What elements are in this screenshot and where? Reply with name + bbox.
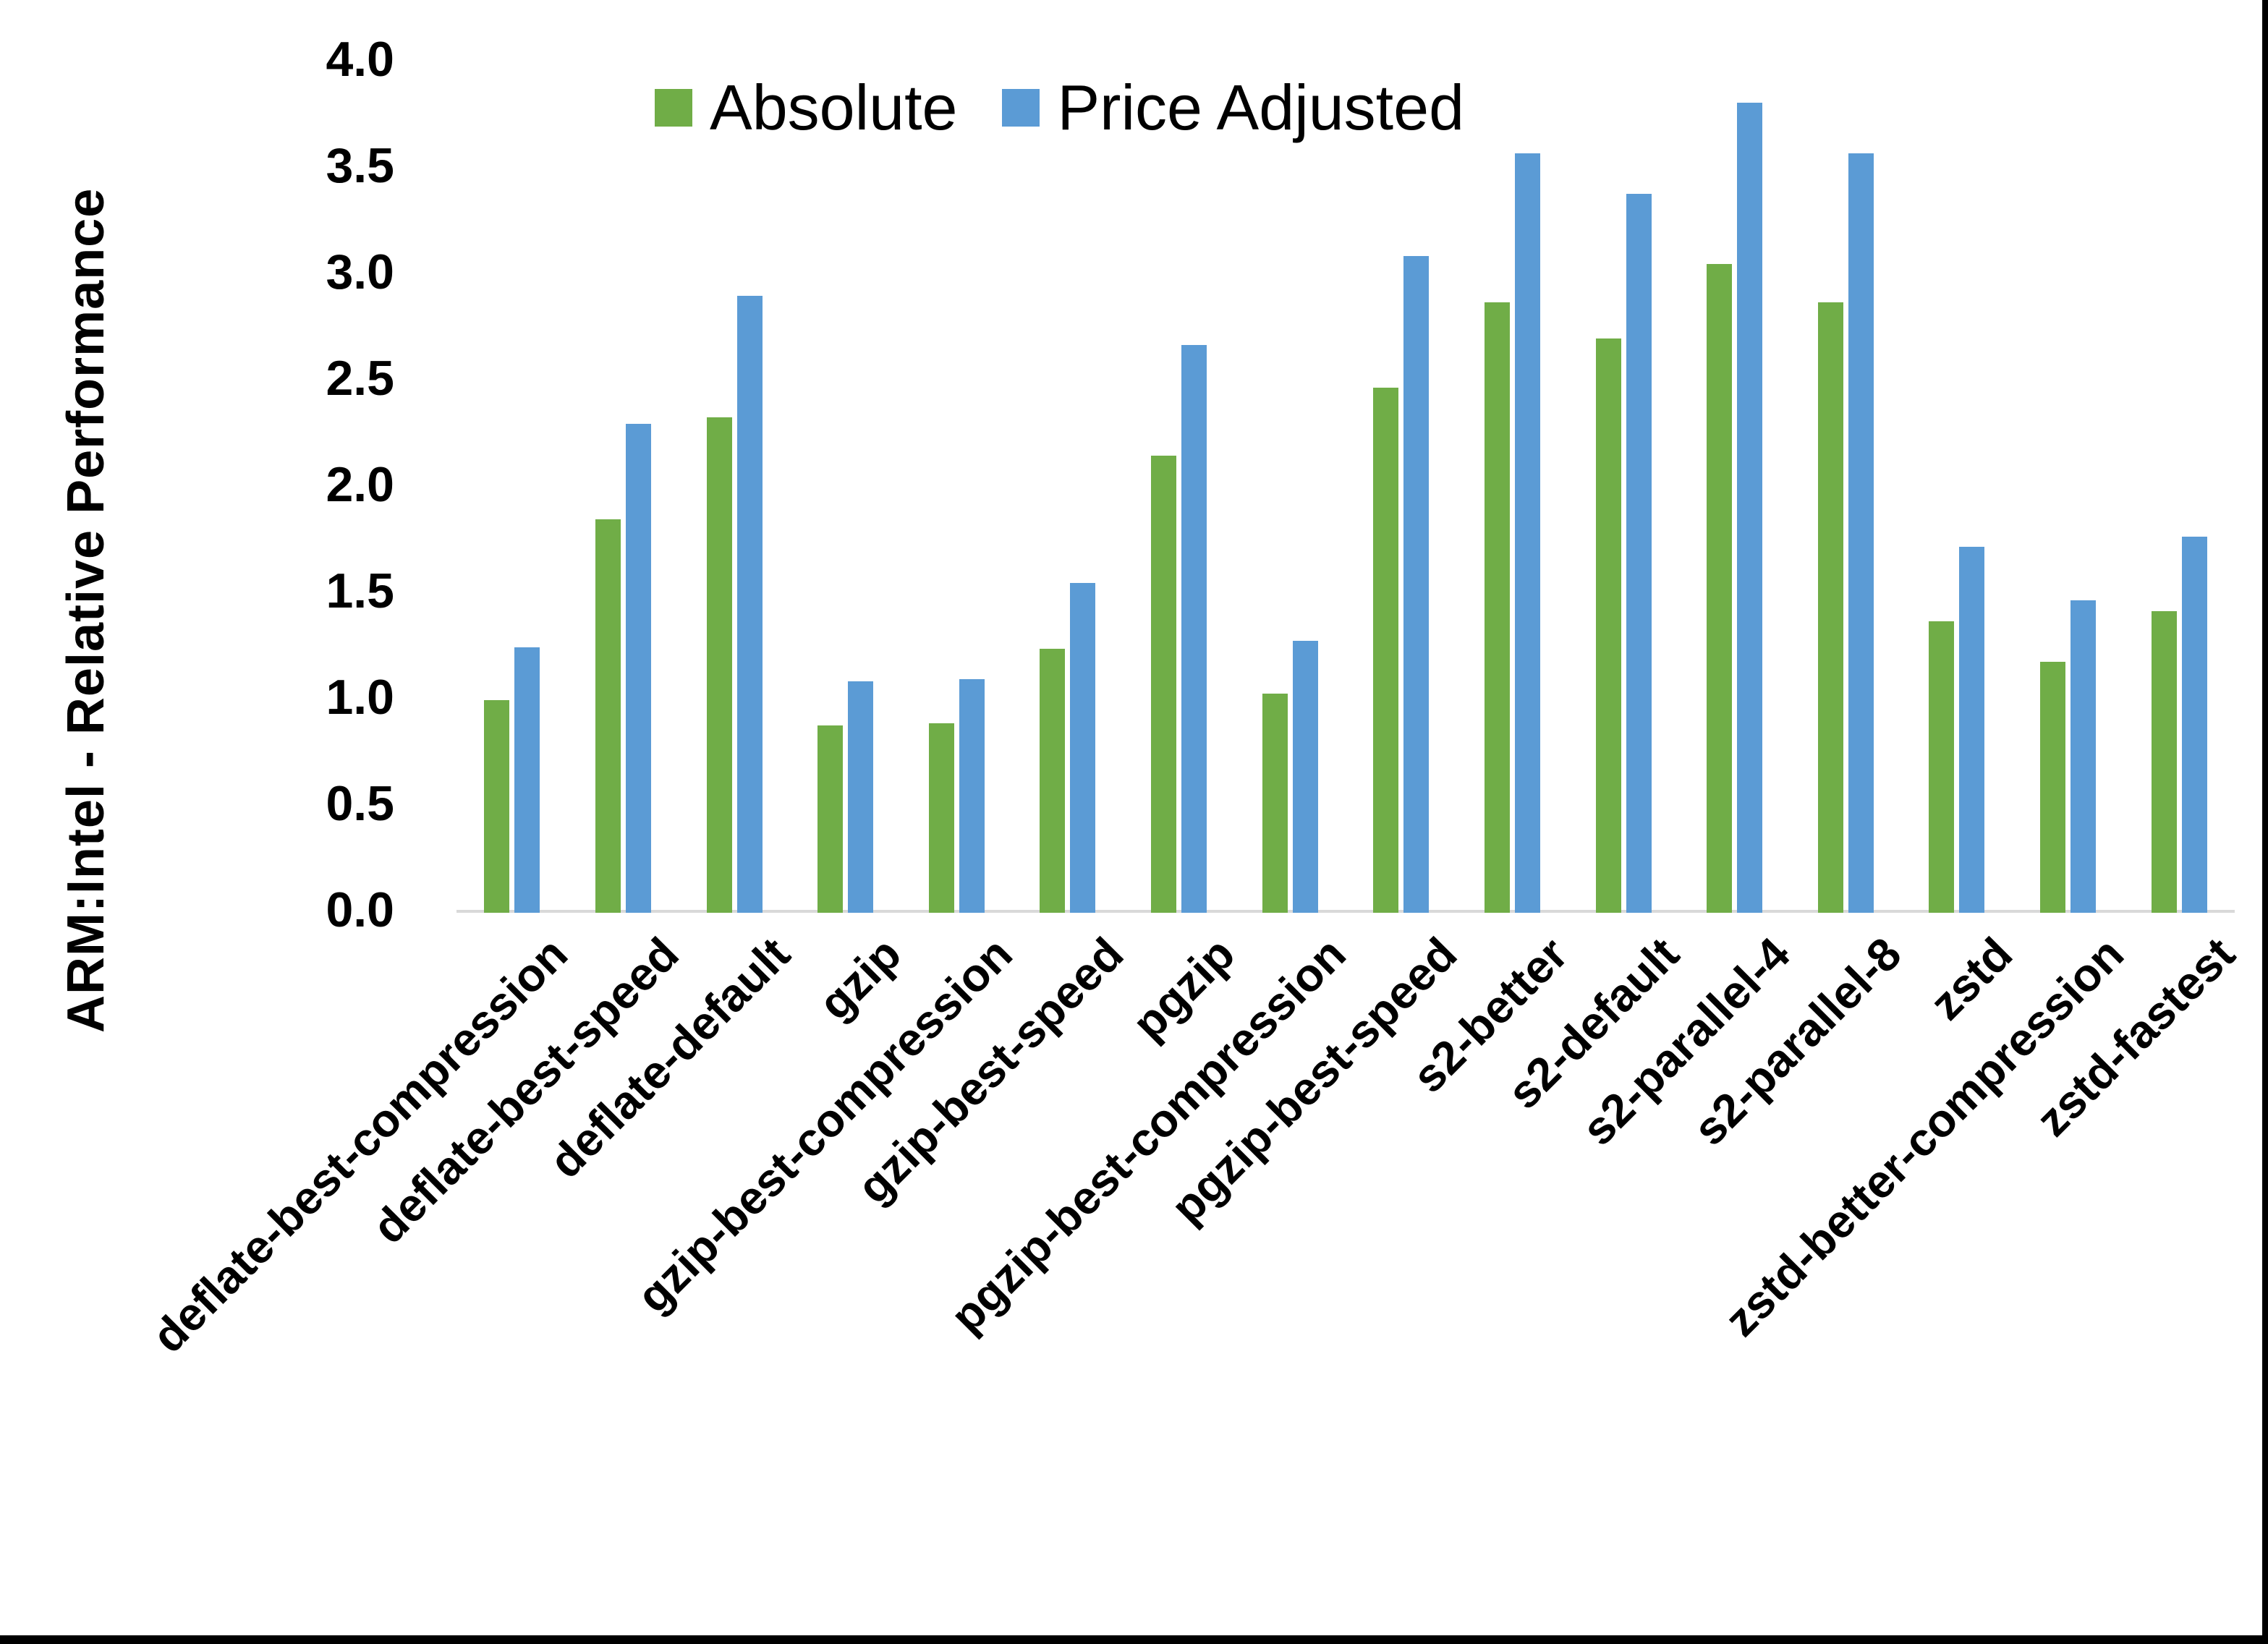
legend-label-absolute: Absolute bbox=[710, 72, 958, 143]
bar-absolute-pgzip bbox=[1151, 455, 1177, 913]
bar-absolute-gzip bbox=[817, 725, 844, 913]
bar-group-pgzip-best-speed bbox=[1346, 62, 1457, 913]
bar-group-deflate-best-speed bbox=[568, 62, 679, 913]
y-tick-label: 1.5 bbox=[326, 563, 394, 618]
bar-price-adjusted-pgzip-best-speed bbox=[1403, 255, 1430, 913]
legend-swatch-price-adjusted-icon bbox=[1002, 89, 1040, 127]
bar-group-s2-parallel-4 bbox=[1679, 62, 1791, 913]
bar-group-gzip-best-speed bbox=[1012, 62, 1124, 913]
bar-absolute-zstd-better-compression bbox=[2040, 662, 2066, 913]
x-category-label-zstd: zstd bbox=[1919, 927, 2023, 1030]
legend-item-absolute: Absolute bbox=[655, 76, 957, 140]
x-category-label-deflate-best-compression: deflate-best-compression bbox=[142, 927, 578, 1363]
bar-price-adjusted-deflate-default bbox=[736, 296, 763, 913]
bar-price-adjusted-gzip-best-speed bbox=[1070, 583, 1096, 913]
bar-group-gzip-best-compression bbox=[901, 62, 1013, 913]
bar-absolute-s2-parallel-4 bbox=[1707, 264, 1733, 913]
bar-group-zstd-fastest bbox=[2123, 62, 2235, 913]
legend-item-price-adjusted: Price Adjusted bbox=[1002, 76, 1464, 140]
bar-absolute-gzip-best-compression bbox=[928, 723, 954, 913]
bar-price-adjusted-deflate-best-speed bbox=[625, 423, 651, 913]
bar-absolute-pgzip-best-compression bbox=[1262, 694, 1288, 913]
bar-price-adjusted-s2-default bbox=[1626, 194, 1652, 913]
y-tick-label: 2.5 bbox=[326, 351, 394, 406]
bar-group-gzip bbox=[790, 62, 901, 913]
y-tick-label: 3.5 bbox=[326, 138, 394, 193]
bar-group-zstd-better-compression bbox=[2013, 62, 2124, 913]
bar-price-adjusted-s2-better bbox=[1514, 153, 1540, 913]
bar-absolute-pgzip-best-speed bbox=[1373, 387, 1399, 913]
bar-group-s2-better bbox=[1457, 62, 1568, 913]
bar-group-s2-parallel-8 bbox=[1791, 62, 1902, 913]
bar-absolute-deflate-best-compression bbox=[484, 700, 510, 913]
x-axis-line bbox=[456, 910, 2235, 913]
bar-price-adjusted-zstd-fastest bbox=[2181, 536, 2207, 913]
bar-price-adjusted-s2-parallel-8 bbox=[1848, 153, 1874, 913]
bar-absolute-deflate-default bbox=[706, 417, 732, 913]
bar-group-deflate-default bbox=[679, 62, 790, 913]
bar-absolute-s2-better bbox=[1484, 302, 1510, 913]
bar-absolute-zstd-fastest bbox=[2151, 610, 2177, 913]
bar-price-adjusted-zstd-better-compression bbox=[2070, 600, 2097, 913]
legend: Absolute Price Adjusted bbox=[655, 76, 1464, 140]
bar-absolute-zstd bbox=[1929, 621, 1955, 913]
bar-group-s2-default bbox=[1568, 62, 1679, 913]
legend-swatch-absolute-icon bbox=[655, 89, 692, 127]
y-tick-label: 4.0 bbox=[326, 32, 394, 87]
bar-group-pgzip-best-compression bbox=[1234, 62, 1346, 913]
legend-label-price-adjusted: Price Adjusted bbox=[1057, 72, 1465, 143]
bar-price-adjusted-deflate-best-compression bbox=[514, 647, 540, 913]
y-tick-label: 3.0 bbox=[326, 244, 394, 299]
bar-absolute-deflate-best-speed bbox=[595, 519, 621, 913]
bar-group-deflate-best-compression bbox=[456, 62, 568, 913]
bar-group-zstd bbox=[1901, 62, 2013, 913]
bar-price-adjusted-gzip-best-compression bbox=[959, 678, 985, 913]
y-tick-label: 1.0 bbox=[326, 670, 394, 725]
bar-price-adjusted-zstd bbox=[1959, 547, 1985, 913]
bar-price-adjusted-pgzip bbox=[1181, 345, 1207, 913]
bar-absolute-gzip-best-speed bbox=[1040, 649, 1066, 913]
y-tick-label: 0.0 bbox=[326, 882, 394, 937]
bar-absolute-s2-default bbox=[1595, 338, 1621, 913]
x-category-label-gzip: gzip bbox=[808, 927, 911, 1030]
bar-price-adjusted-gzip bbox=[848, 681, 874, 913]
bar-price-adjusted-pgzip-best-compression bbox=[1292, 640, 1318, 913]
bar-group-pgzip bbox=[1124, 62, 1235, 913]
plot-area bbox=[456, 62, 2235, 913]
bar-absolute-s2-parallel-8 bbox=[1817, 302, 1843, 913]
y-tick-label: 0.5 bbox=[326, 776, 394, 831]
y-tick-label: 2.0 bbox=[326, 457, 394, 512]
bar-price-adjusted-s2-parallel-4 bbox=[1737, 102, 1763, 913]
